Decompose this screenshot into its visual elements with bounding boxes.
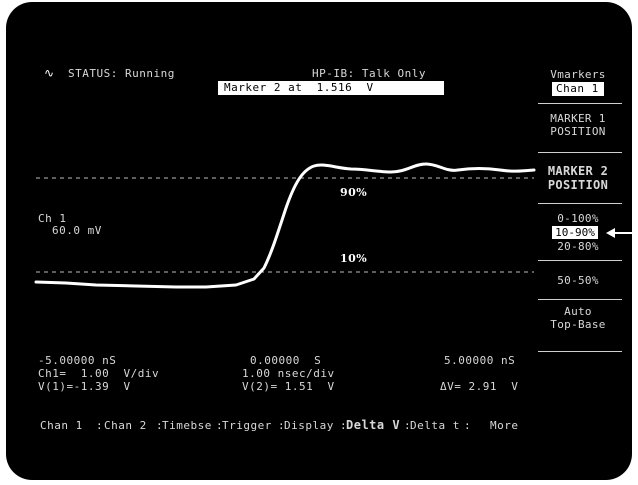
status-text: STATUS: Running [68,67,175,80]
pointer-arrow-icon [606,228,632,238]
menu-sep: : [216,419,224,432]
label-90-percent: 90% [340,186,368,199]
chan-select-label: Chan 1 [556,82,599,95]
ch1-volts-per-div: Ch1= 1.00 V/div [38,367,160,380]
channel-label: Ch 1 [38,212,67,225]
menu-sep: : [464,419,472,432]
hpib-status: HP-IB: Talk Only [312,67,426,80]
status-wave-icon: ∿ [44,66,55,80]
option-10-90-selected[interactable]: 10-90% [552,226,598,239]
softkey-divider [538,103,622,104]
menu-more[interactable]: More [490,419,519,432]
vmarkers-header: Vmarkers [550,68,606,81]
marker2-position-line1[interactable]: MARKER 2 [547,164,609,178]
oscilloscope-screen: ∿ STATUS: Running HP-IB: Talk Only Marke… [6,2,632,480]
menu-sep: : [340,419,348,432]
menu-sep: : [404,419,412,432]
auto-top-base-line2[interactable]: Top-Base [550,318,606,331]
menu-trigger[interactable]: Trigger [222,419,272,432]
softkey-divider [538,152,622,153]
menu-sep: : [278,419,286,432]
menu-timebase[interactable]: Timebse [162,419,212,432]
marker-message: Marker 2 at 1.516 V [224,81,374,94]
menu-display[interactable]: Display [284,419,334,432]
softkey-divider [538,299,622,300]
label-10-percent: 10% [340,252,368,265]
time-per-div: 1.00 nsec/div [242,367,335,380]
option-20-80[interactable]: 20-80% [557,240,599,253]
channel-scale: 60.0 mV [52,224,102,237]
delta-v-readout: ΔV= 2.91 V [440,380,519,393]
marker-message-box: Marker 2 at 1.516 V [218,81,444,95]
softkey-divider [538,203,622,204]
option-0-100[interactable]: 0-100% [557,212,599,225]
time-left: -5.00000 nS [38,354,117,367]
option-50-50[interactable]: 50-50% [557,274,599,287]
marker1-position-line1[interactable]: MARKER 1 [550,112,606,125]
menu-chan-1[interactable]: Chan 1 [40,419,83,432]
softkey-divider [538,351,622,352]
time-right: 5.00000 nS [444,354,516,367]
menu-sep: : [96,419,104,432]
softkey-divider [538,260,622,261]
menu-chan-2[interactable]: Chan 2 [104,419,147,432]
marker1-position-line2[interactable]: POSITION [550,125,606,138]
signal-trace [34,162,536,289]
v2-readout: V(2)= 1.51 V [242,380,335,393]
option-10-90-label: 10-90% [555,226,595,239]
menu-delta-v[interactable]: Delta V [346,418,401,432]
v1-readout: V(1)=-1.39 V [38,380,131,393]
menu-sep: : [156,419,164,432]
marker2-position-line2[interactable]: POSITION [547,178,609,192]
menu-delta-t[interactable]: Delta t [410,419,460,432]
time-center: 0.00000 S [250,354,322,367]
waveform-display [34,162,536,289]
chan-select-softkey[interactable]: Chan 1 [552,82,604,96]
auto-top-base-line1[interactable]: Auto [564,305,592,318]
